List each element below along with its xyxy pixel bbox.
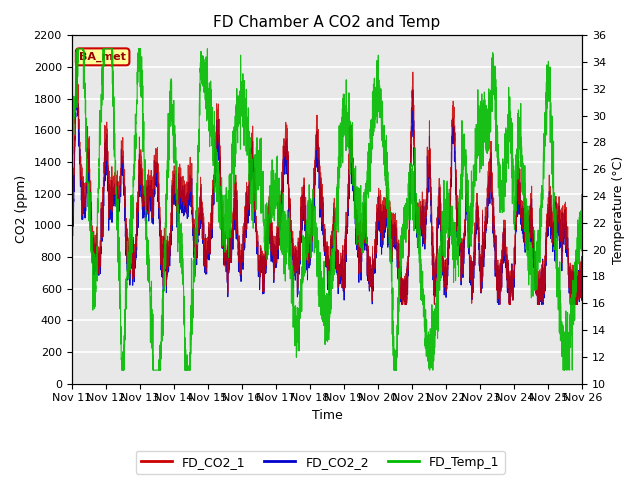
Title: FD Chamber A CO2 and Temp: FD Chamber A CO2 and Temp: [213, 15, 440, 30]
Legend: FD_CO2_1, FD_CO2_2, FD_Temp_1: FD_CO2_1, FD_CO2_2, FD_Temp_1: [136, 451, 504, 474]
Y-axis label: CO2 (ppm): CO2 (ppm): [15, 175, 28, 243]
Text: BA_met: BA_met: [79, 52, 126, 62]
X-axis label: Time: Time: [312, 409, 342, 422]
Y-axis label: Temperature (°C): Temperature (°C): [612, 156, 625, 264]
